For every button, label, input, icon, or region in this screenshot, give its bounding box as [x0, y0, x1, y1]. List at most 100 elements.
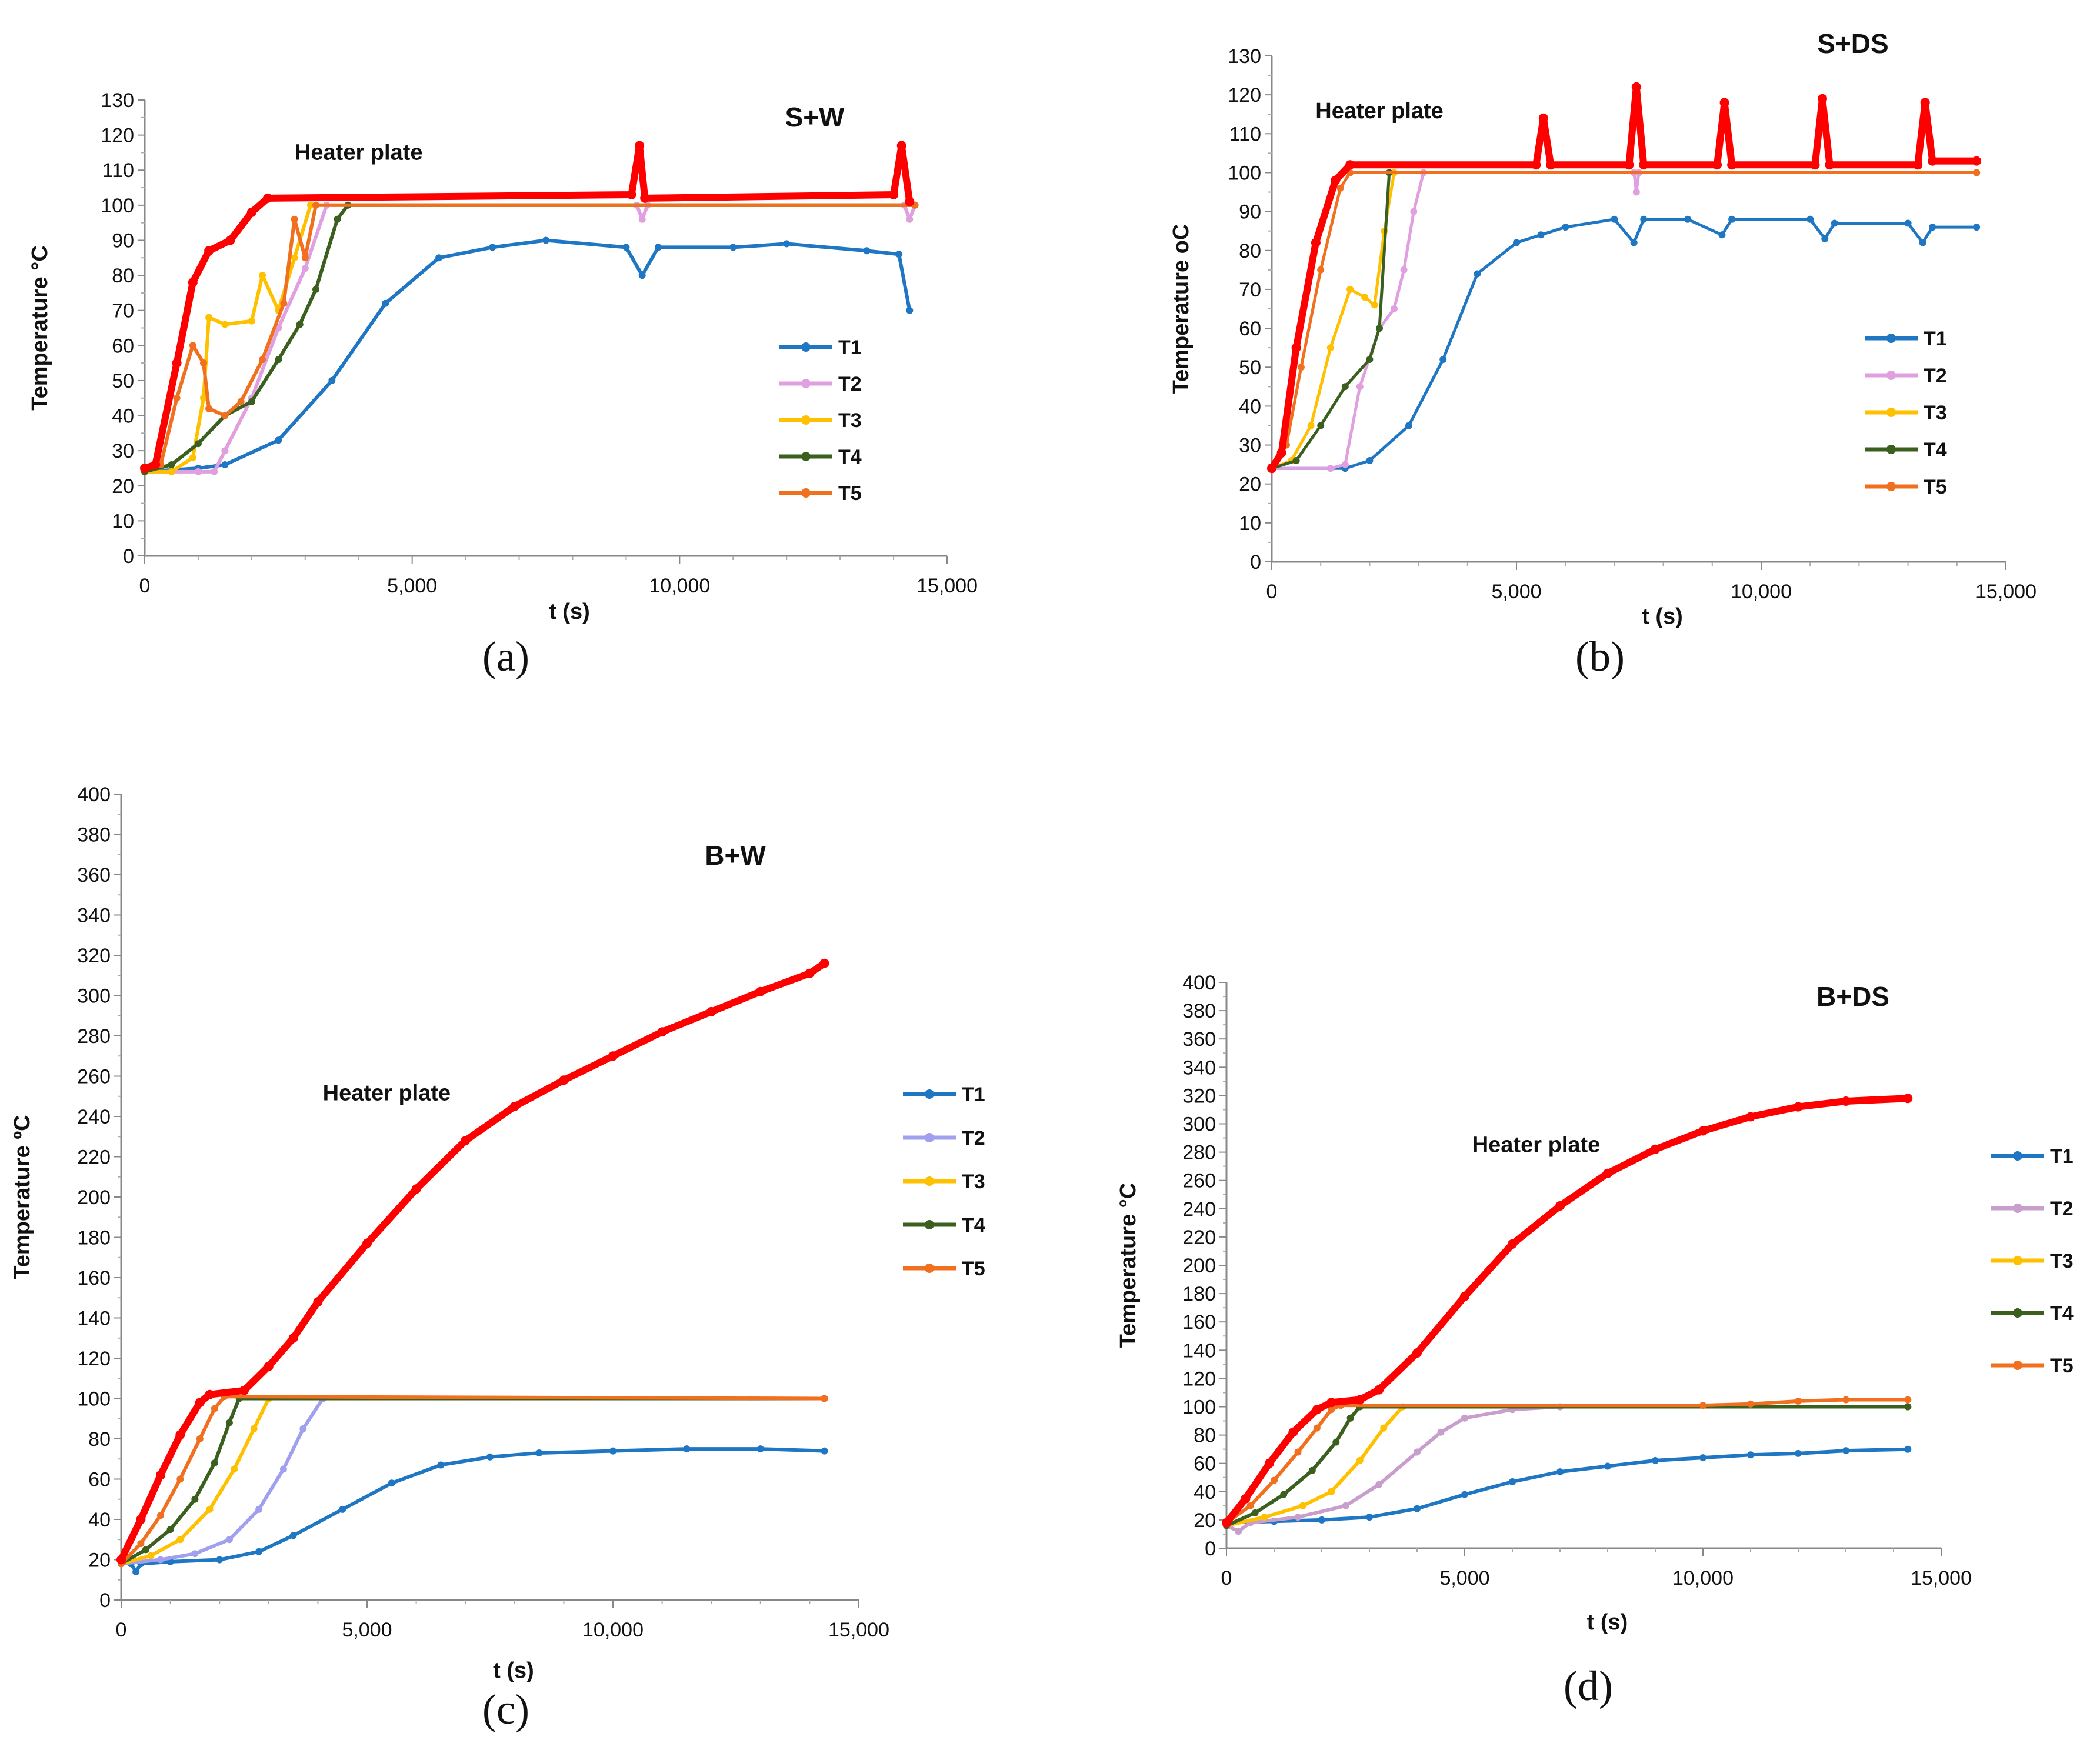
heater-plate-annotation: Heater plate — [1315, 99, 1444, 124]
data-point — [211, 1459, 218, 1467]
panel-c: 0 20 40 60 80 100 120 140 160 180 200 220 240 260 280 3… — [10, 784, 985, 1733]
y-tick-label: 100 — [1182, 1396, 1216, 1419]
x-axis-title: t (s) — [493, 1658, 534, 1683]
data-point — [205, 405, 213, 412]
y-tick-label: 140 — [1182, 1339, 1216, 1362]
data-point — [1531, 160, 1541, 170]
y-tick-label: 120 — [1228, 84, 1261, 106]
data-point — [1929, 224, 1936, 231]
y-axis-title: Temperature ºC — [10, 1115, 35, 1279]
y-tick-label: 340 — [77, 905, 111, 927]
data-point — [264, 1361, 274, 1371]
data-point — [275, 356, 282, 364]
y-tick-label: 40 — [1194, 1481, 1216, 1504]
y-tick-label: 0 — [123, 545, 134, 568]
data-point — [168, 461, 175, 468]
y-tick-label: 380 — [77, 824, 111, 846]
y-tick-label: 10 — [1239, 512, 1261, 535]
data-point — [655, 244, 662, 251]
series-heater-plate-line — [1268, 83, 1981, 472]
x-tick-label: 5,000 — [342, 1619, 392, 1641]
y-tick-label: 80 — [112, 265, 134, 287]
series-line-t4 — [1270, 171, 1978, 470]
legend-label-t2: T2 — [838, 373, 862, 395]
legend-marker — [925, 1264, 934, 1273]
y-tick-label: 100 — [1228, 162, 1261, 184]
legend-label-t3: T3 — [2050, 1250, 2074, 1272]
data-point — [683, 1445, 691, 1453]
data-point — [1810, 160, 1820, 170]
data-point — [1412, 1348, 1422, 1358]
legend-marker — [925, 1133, 934, 1142]
legend-marker — [801, 415, 811, 425]
data-point — [1380, 1424, 1388, 1432]
y-tick-label: 60 — [112, 335, 134, 357]
data-point — [1537, 231, 1545, 239]
data-point — [299, 1425, 307, 1432]
data-point — [1355, 1395, 1365, 1405]
x-tick-label: 10,000 — [1731, 581, 1792, 603]
data-point — [535, 1449, 543, 1456]
data-point — [1913, 160, 1923, 170]
data-point — [1356, 1456, 1364, 1464]
legend-label-t3: T3 — [1924, 402, 1947, 424]
legend-marker — [2013, 1308, 2022, 1318]
y-tick-label: 70 — [112, 300, 134, 322]
y-tick-label: 120 — [1182, 1368, 1216, 1390]
panel-d: 0 20 40 60 80 100 120 140 160 180 200 220 240 260 280 3… — [1116, 972, 2074, 1709]
data-point — [1326, 344, 1334, 352]
y-tick-label: 360 — [77, 864, 111, 886]
y-tick-label: 50 — [112, 370, 134, 392]
y-tick-label: 320 — [77, 945, 111, 967]
data-point — [296, 321, 304, 328]
data-point — [1414, 1505, 1421, 1512]
legend-label-t1: T1 — [1924, 328, 1947, 350]
data-point — [1513, 239, 1520, 246]
data-point — [194, 440, 202, 448]
x-tick-label: 15,000 — [1975, 581, 2036, 603]
data-point — [1280, 1491, 1288, 1498]
data-point — [1375, 1481, 1383, 1488]
data-point — [1508, 1239, 1517, 1249]
data-point — [783, 240, 791, 248]
data-point — [151, 460, 161, 469]
data-point — [1632, 188, 1640, 196]
legend-marker — [2013, 1361, 2022, 1370]
data-point — [1821, 235, 1829, 242]
data-point — [195, 1398, 205, 1408]
data-point — [194, 468, 202, 475]
data-point — [382, 299, 389, 307]
y-tick-label: 130 — [1228, 45, 1261, 68]
data-point — [189, 342, 196, 349]
data-point — [301, 254, 309, 262]
y-tick-label: 160 — [77, 1267, 111, 1289]
data-point — [863, 247, 871, 255]
data-point — [756, 1445, 764, 1453]
data-point — [1291, 343, 1301, 353]
data-point — [1405, 422, 1412, 429]
data-point — [1556, 1468, 1564, 1476]
data-point — [225, 235, 235, 245]
y-tick-label: 80 — [88, 1428, 111, 1451]
data-point — [205, 1389, 215, 1399]
data-point — [196, 1435, 204, 1442]
data-point — [250, 1425, 258, 1432]
data-point — [1624, 160, 1634, 170]
data-point — [1307, 422, 1315, 429]
data-point — [1546, 160, 1556, 170]
data-point — [239, 1385, 249, 1395]
y-tick-label: 140 — [77, 1308, 111, 1330]
y-tick-label: 100 — [101, 195, 134, 217]
data-point — [1276, 448, 1286, 458]
y-tick-label: 110 — [1229, 123, 1261, 145]
data-point — [225, 1419, 233, 1426]
legend-marker — [2013, 1256, 2022, 1265]
data-point — [1509, 1478, 1516, 1485]
series-line-t5 — [1225, 1398, 1910, 1525]
y-tick-label: 200 — [77, 1186, 111, 1209]
data-point — [1728, 215, 1736, 223]
data-point — [608, 1051, 618, 1061]
data-point — [1346, 1414, 1354, 1422]
y-tick-label: 110 — [102, 159, 134, 182]
data-point — [1331, 175, 1341, 185]
